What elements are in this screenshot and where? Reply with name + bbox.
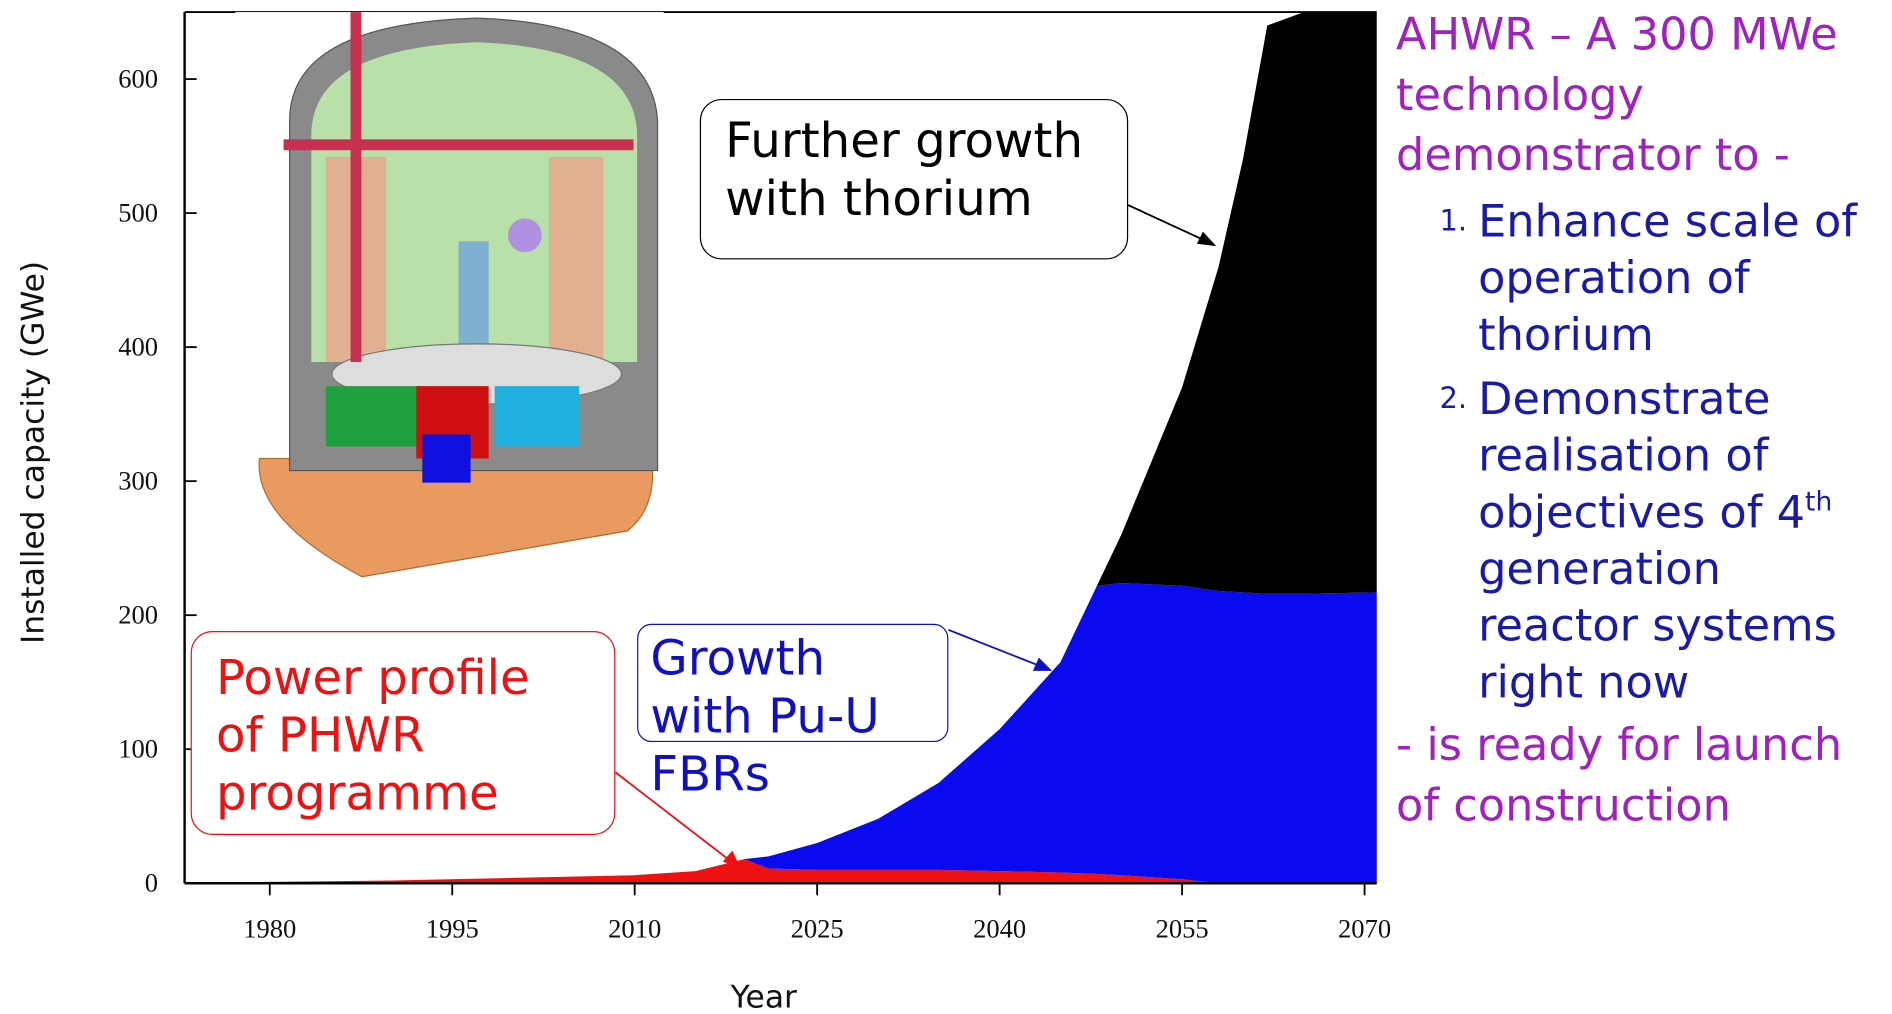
x-tick-label: 2070 [1338,914,1391,944]
list-text: Demonstrate realisation of objectives of… [1478,370,1891,710]
x-axis-label: Year [730,980,797,1014]
annotation: Further growth with thorium [699,98,1129,260]
x-tick-label: 2040 [973,914,1026,944]
y-tick-label: 200 [118,600,158,630]
x-tick-label: 2025 [791,914,844,944]
list-marker: 1. [1439,203,1468,238]
area [184,583,1377,884]
x-tick-label: 2010 [608,914,661,944]
y-tick-label: 100 [118,734,158,764]
y-tick-label: 300 [118,466,158,496]
list-item: 2. Demonstrate realisation of objectives… [1439,370,1890,710]
side-panel: AHWR – A 300 MWe technology demonstrator… [1396,5,1891,836]
list-item: 1. Enhance scale of operation of thorium [1439,193,1890,363]
area [184,12,1377,884]
x-tick-label: 2055 [1156,914,1209,944]
y-tick-label: 400 [118,332,158,362]
area [184,859,1377,884]
x-tick-label: 1980 [243,914,296,944]
list-text: Enhance scale of operation of thorium [1478,195,1857,361]
y-axis-label: Installed capacity (GWe) [15,261,51,644]
text: generation reactor systems right now [1478,542,1837,709]
footer: - is ready for launch of construction [1396,719,1843,832]
plot-area: 0 100 200 300 400 500 600 1980 1995 2010 2025 2040 2… [118,11,1391,944]
list-marker: 2. [1439,381,1468,416]
arrows [614,204,1217,869]
y-tick-label: 0 [145,868,158,898]
text: Demonstrate realisation of objectives of… [1478,372,1806,539]
annotation: Power profile of PHWR programme [190,631,616,835]
y-tick-label: 500 [118,198,158,228]
heading: AHWR – A 300 MWe technology demonstrator… [1396,8,1838,181]
y-tick-label: 600 [118,64,158,94]
reactor-illustration [235,12,664,580]
annotation: Growth with Pu-U FBRs [637,623,949,802]
x-tick-label: 1995 [426,914,479,944]
superscript: th [1805,487,1833,518]
